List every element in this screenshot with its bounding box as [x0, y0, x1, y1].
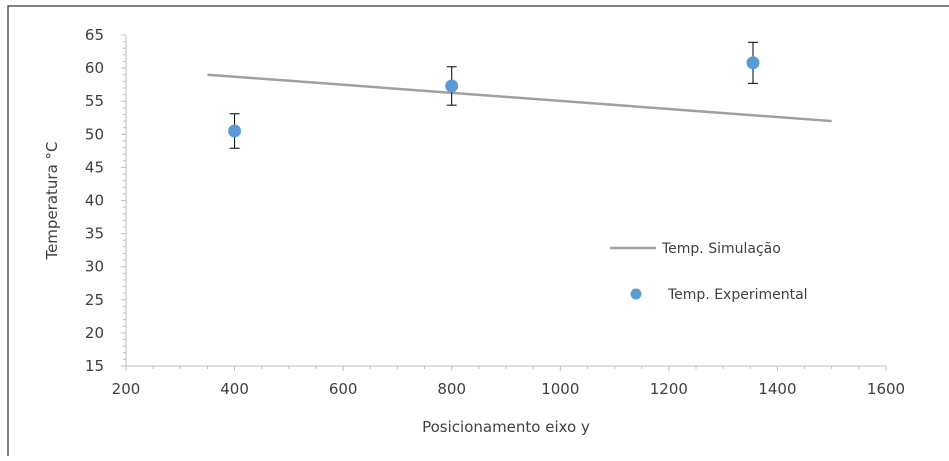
x-ticks: 200 400 600 800 1000 1200 1400 1600 [112, 366, 905, 398]
x-tick-label: 600 [329, 380, 358, 398]
y-tick-label: 50 [85, 125, 104, 143]
x-tick-label: 1200 [650, 380, 688, 398]
x-tick-label: 400 [220, 380, 249, 398]
y-tick-label: 65 [85, 26, 104, 44]
legend-label-experimental: Temp. Experimental [667, 287, 808, 303]
y-tick-label: 20 [85, 324, 104, 342]
y-tick-label: 40 [85, 192, 104, 210]
x-tick-label: 1600 [867, 380, 905, 398]
y-ticks: 15 20 25 30 35 40 45 50 55 60 65 [85, 26, 126, 375]
y-axis-label: Temperatura °C [43, 141, 61, 260]
data-point-experimental [445, 79, 459, 93]
series-line-simulacao [207, 73, 832, 123]
series-layer [207, 41, 832, 149]
legend: Temp. Simulação Temp. Experimental [610, 241, 808, 303]
x-tick-label: 1000 [541, 380, 579, 398]
y-tick-label: 25 [85, 291, 104, 309]
legend-marker-swatch [630, 288, 642, 300]
y-tick-label: 60 [85, 59, 104, 77]
legend-label-simulacao: Temp. Simulação [661, 241, 781, 257]
x-tick-label: 200 [112, 380, 141, 398]
x-axis-label: Posicionamento eixo y [422, 418, 590, 436]
chart-border [7, 5, 949, 461]
y-tick-label: 30 [85, 258, 104, 276]
x-tick-label: 1400 [758, 380, 796, 398]
y-tick-label: 55 [85, 92, 104, 110]
y-tick-label: 15 [85, 357, 104, 375]
x-tick-label: 800 [437, 380, 466, 398]
y-tick-label: 45 [85, 158, 104, 176]
y-tick-label: 35 [85, 225, 104, 243]
data-point-experimental [228, 124, 242, 138]
data-point-experimental [746, 56, 760, 70]
